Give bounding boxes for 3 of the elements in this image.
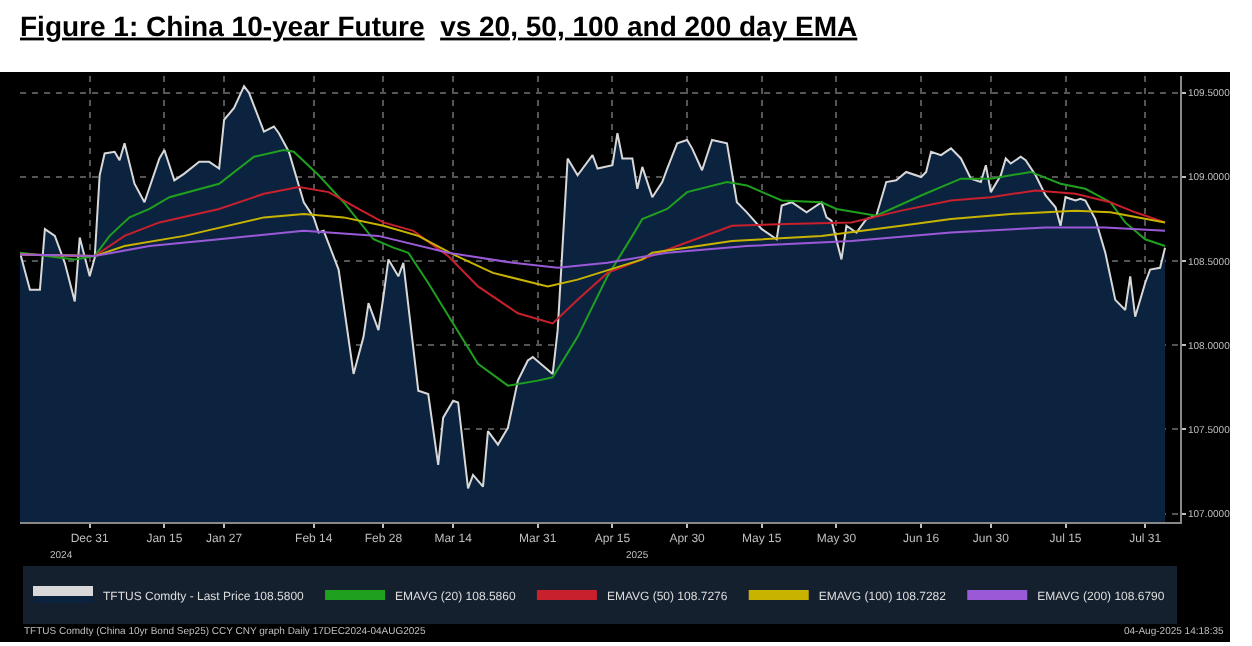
line-series <box>20 149 1167 387</box>
line-series <box>20 226 1167 269</box>
chart-title: Figure 1: China 10-year Future vs 20, 50, 100 and 200 day EMA <box>20 9 858 42</box>
